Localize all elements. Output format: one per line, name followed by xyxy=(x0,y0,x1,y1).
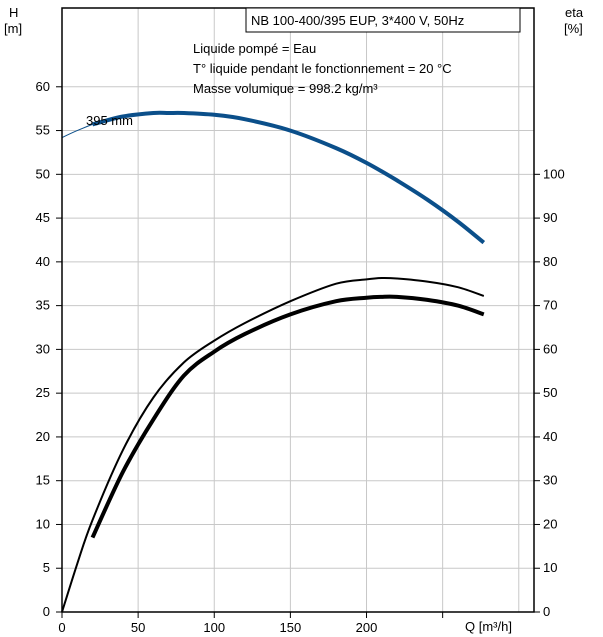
x-tick-label-50: 50 xyxy=(131,620,145,635)
y-tick-label-50: 50 xyxy=(36,166,50,181)
y-tick-label-45: 45 xyxy=(36,210,50,225)
y-tick-label-60: 60 xyxy=(36,79,50,94)
y-tick-label-55: 55 xyxy=(36,123,50,138)
info-line-temperature: T° liquide pendant le fonctionnement = 2… xyxy=(193,61,452,76)
efficiency-curve-operating xyxy=(90,294,485,539)
chart-title: NB 100-400/395 EUP, 3*400 V, 50Hz xyxy=(251,13,464,28)
title-box xyxy=(245,7,521,33)
y-tick-label-15: 15 xyxy=(36,473,50,488)
right-tick-label-20: 20 xyxy=(543,516,557,531)
right-axis-unit: [%] xyxy=(564,21,583,36)
right-tick-label-10: 10 xyxy=(543,560,557,575)
head-curve-395mm xyxy=(91,110,486,245)
right-axis-symbol: eta xyxy=(565,5,584,20)
y-tick-label-20: 20 xyxy=(36,429,50,444)
right-tick-label-50: 50 xyxy=(543,385,557,400)
y-tick-label-35: 35 xyxy=(36,298,50,313)
y-tick-label-40: 40 xyxy=(36,254,50,269)
y-axis-unit: [m] xyxy=(4,21,22,36)
curves xyxy=(61,110,486,613)
series-label-395mm: 395 mm xyxy=(86,113,133,128)
right-tick-label-90: 90 xyxy=(543,210,557,225)
axes: 0 50 100 150 200 0 5 10 15 20 25 30 35 40 45 50 55 60 0 10 2… xyxy=(36,79,565,635)
info-line-liquid: Liquide pompé = Eau xyxy=(193,41,316,56)
right-tick-label-70: 70 xyxy=(543,298,557,313)
y-tick-label-30: 30 xyxy=(36,341,50,356)
x-tick-label-200: 200 xyxy=(356,620,378,635)
y-tick-label-25: 25 xyxy=(36,385,50,400)
right-tick-label-60: 60 xyxy=(543,341,557,356)
efficiency-curve-upper xyxy=(61,276,485,613)
y-tick-label-5: 5 xyxy=(43,560,50,575)
right-tick-label-80: 80 xyxy=(543,254,557,269)
info-line-density: Masse volumique = 998.2 kg/m³ xyxy=(193,81,378,96)
right-tick-label-40: 40 xyxy=(543,429,557,444)
y-axis-symbol: H xyxy=(9,5,18,20)
right-tick-label-0: 0 xyxy=(543,604,550,619)
y-tick-label-10: 10 xyxy=(36,516,50,531)
x-tick-label-100: 100 xyxy=(203,620,225,635)
x-axis-label: Q [m³/h] xyxy=(465,619,512,634)
efficiency-curve-upper-extension xyxy=(61,519,93,613)
right-tick-label-100: 100 xyxy=(543,166,565,181)
x-tick-label-0: 0 xyxy=(58,620,65,635)
y-tick-label-0: 0 xyxy=(43,604,50,619)
right-tick-label-30: 30 xyxy=(543,473,557,488)
x-tick-label-150: 150 xyxy=(280,620,302,635)
head-curve-extension xyxy=(61,123,93,139)
